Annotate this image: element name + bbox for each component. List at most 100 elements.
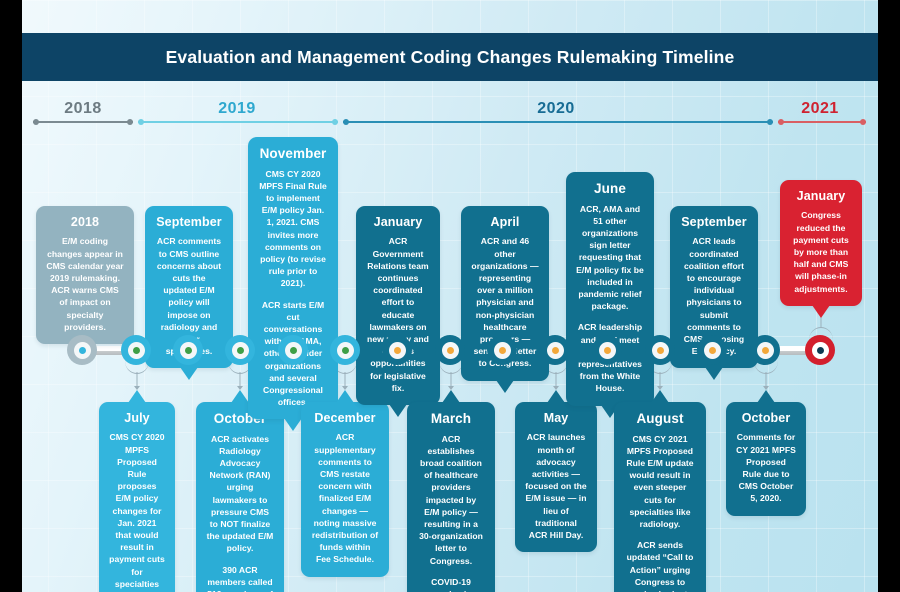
card-month-label: December	[314, 411, 376, 425]
marker-core-dot	[761, 346, 769, 354]
card-tail	[389, 404, 407, 418]
timeline-marker-march[interactable]	[435, 335, 465, 365]
card-month-label: October	[741, 411, 791, 425]
card-august-2020: August CMS CY 2021 MPFS Proposed Rule E/M…	[614, 390, 706, 592]
timeline-marker-september-2020[interactable]	[697, 335, 727, 365]
card-paragraph: CMS CY 2021 MPFS Proposed Rule E/M updat…	[626, 433, 694, 529]
card-month-label: July	[124, 411, 150, 425]
marker-inner-ring	[388, 341, 406, 359]
card-tail	[128, 390, 146, 403]
card-month-label: September	[681, 215, 747, 229]
marker-arrowhead	[237, 386, 243, 390]
card-paragraph: ACR activates Radiology Advocacy Network…	[206, 433, 274, 554]
marker-inner-ring	[179, 341, 197, 359]
marker-arrowhead	[553, 386, 559, 390]
card-paragraph: CMS CY 2020 MPFS Proposed Rule proposes …	[109, 432, 165, 592]
timeline-marker-august[interactable]	[645, 335, 675, 365]
card-tail	[651, 390, 669, 403]
marker-core-dot	[656, 346, 664, 354]
marker-core-dot	[708, 346, 716, 354]
card-paragraph: ACR, AMA and 51 other organizations sign…	[576, 203, 644, 312]
card-may-2020: May ACR launches month of advocacy activi…	[515, 390, 597, 553]
card-paragraph: ACR Government Relations team continues …	[367, 236, 429, 393]
left-edge-bar	[0, 0, 22, 592]
card-month-label: August	[636, 411, 684, 426]
card-paragraph: ACR sends updated “Call to Action” urgin…	[626, 540, 694, 592]
marker-inner-ring	[493, 341, 511, 359]
timeline-marker-december[interactable]	[330, 335, 360, 365]
year-label-2020: 2020	[537, 100, 575, 117]
marker-core-dot	[393, 346, 401, 354]
marker-inner-ring	[703, 341, 721, 359]
card-month-label: September	[156, 215, 222, 229]
year-label-2021: 2021	[801, 100, 839, 117]
year-label-2019: 2019	[218, 100, 256, 117]
card-tail	[284, 418, 302, 432]
card-tail	[496, 379, 514, 393]
card-tail	[442, 390, 460, 403]
year-rail-2018	[33, 119, 133, 125]
card-december-2019: December ACR supplementary comments to CM…	[301, 390, 389, 577]
marker-core-dot	[78, 346, 86, 354]
marker-stem	[820, 314, 822, 328]
marker-core-dot	[551, 346, 559, 354]
year-rail-2021	[778, 119, 866, 125]
card-paragraph: 390 ACR members called 512 members of Co…	[207, 564, 273, 592]
card-tail	[180, 367, 198, 381]
marker-arrowhead	[134, 386, 140, 390]
timeline-marker-2018[interactable]	[67, 335, 97, 365]
card-september-2020: September ACR leads coordinated coalition…	[670, 206, 758, 381]
card-month-label: April	[490, 215, 520, 229]
marker-stem	[555, 372, 557, 386]
marker-core-dot	[132, 346, 140, 354]
card-month-label: January	[796, 189, 846, 203]
card-paragraph: ACR launches month of advocacy activitie…	[525, 432, 587, 540]
marker-inner-ring	[127, 341, 145, 359]
marker-inner-ring	[231, 341, 249, 359]
marker-arrowhead	[657, 386, 663, 390]
card-month-label: May	[543, 411, 569, 425]
card-tail	[705, 367, 723, 381]
timeline-marker-june[interactable]	[592, 335, 622, 365]
card-month-label: June	[594, 181, 626, 196]
card-paragraph: Comments for CY 2021 MPFS Proposed Rule …	[736, 432, 796, 504]
card-january-2020: January ACR Government Relations team con…	[356, 206, 440, 418]
timeline-marker-july[interactable]	[121, 335, 151, 365]
card-october-2019: October ACR activates Radiology Advocacy …	[196, 390, 284, 592]
timeline-marker-january-2021[interactable]	[805, 335, 835, 365]
timeline-marker-april[interactable]	[487, 335, 517, 365]
card-month-label: January	[373, 215, 423, 229]
card-paragraph: E/M coding changes appear in CMS calenda…	[46, 236, 124, 332]
marker-core-dot	[498, 346, 506, 354]
card-paragraph: CMS CY 2020 MPFS Final Rule to implement…	[259, 168, 327, 289]
timeline-marker-october-2019[interactable]	[225, 335, 255, 365]
timeline-marker-january-2020[interactable]	[382, 335, 412, 365]
marker-inner-ring	[811, 341, 829, 359]
card-tail	[231, 390, 249, 403]
right-edge-bar	[878, 0, 900, 592]
marker-inner-ring	[756, 341, 774, 359]
card-paragraph: Congress reduced the payment cuts by mor…	[793, 210, 849, 294]
marker-inner-ring	[73, 341, 91, 359]
marker-stem	[765, 372, 767, 386]
timeline-marker-may[interactable]	[540, 335, 570, 365]
page-title: Evaluation and Management Coding Changes…	[165, 46, 735, 67]
card-tail	[336, 390, 354, 403]
timeline-marker-october-2020[interactable]	[750, 335, 780, 365]
marker-stem	[344, 372, 346, 386]
timeline-marker-september[interactable]	[173, 335, 203, 365]
marker-inner-ring	[598, 341, 616, 359]
card-2018: 2018 E/M coding changes appear in CMS cal…	[36, 206, 134, 356]
marker-inner-ring	[284, 341, 302, 359]
marker-core-dot	[446, 346, 454, 354]
card-november-2019: November CMS CY 2020 MPFS Final Rule to i…	[248, 137, 338, 432]
card-october-2020: October Comments for CY 2021 MPFS Propose…	[726, 390, 806, 516]
card-paragraph: COVID-19 pandemic strikes — ACR advises …	[431, 576, 471, 592]
card-month-label: March	[430, 411, 472, 426]
card-month-label: 2018	[70, 215, 100, 229]
year-rail-2020	[343, 119, 773, 125]
timeline-marker-november[interactable]	[278, 335, 308, 365]
marker-inner-ring	[651, 341, 669, 359]
marker-stem	[239, 372, 241, 386]
